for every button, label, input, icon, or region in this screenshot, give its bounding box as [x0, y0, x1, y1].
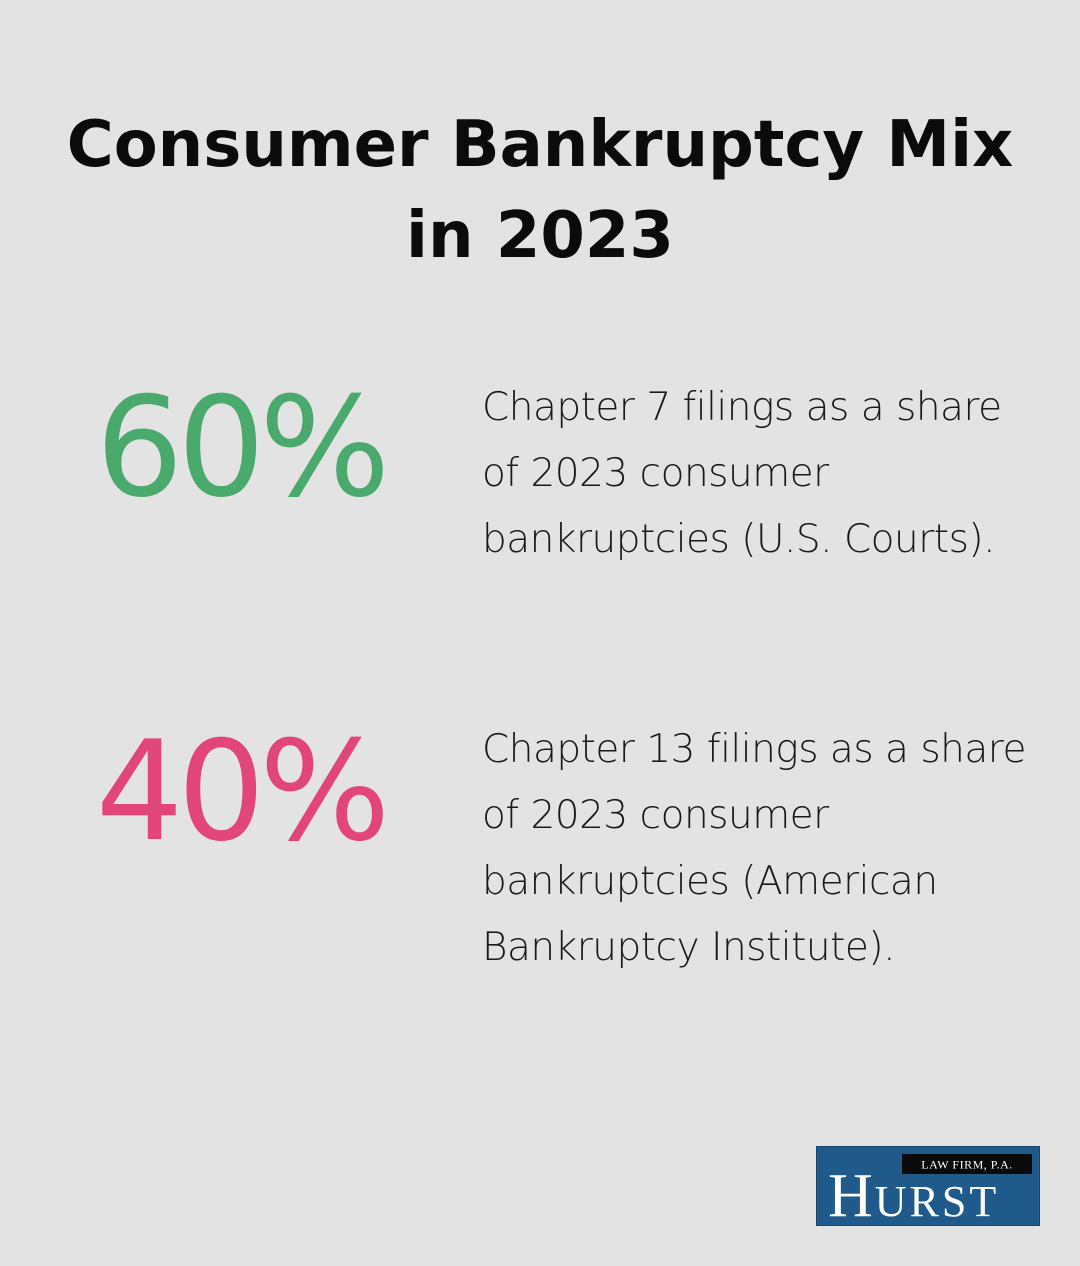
stat-description-chapter-13: Chapter 13 filings as a share of 2023 co…	[482, 727, 1026, 970]
logo-tagline: LAW FIRM, P.A.	[921, 1158, 1013, 1172]
title-line-2: in 2023	[406, 199, 674, 273]
stat-description-chapter-7: Chapter 7 filings as a share of 2023 con…	[482, 385, 1002, 562]
page-title: Consumer Bankruptcy Mix in 2023	[40, 100, 1040, 282]
title-line-1: Consumer Bankruptcy Mix	[66, 108, 1014, 182]
stat-value-chapter-7: 60%	[95, 367, 391, 528]
hurst-law-firm-logo: LAW FIRM, P.A. HURST	[816, 1146, 1040, 1226]
stat-value-chapter-13: 40%	[95, 711, 391, 872]
logo-wordmark: HURST	[828, 1162, 999, 1226]
